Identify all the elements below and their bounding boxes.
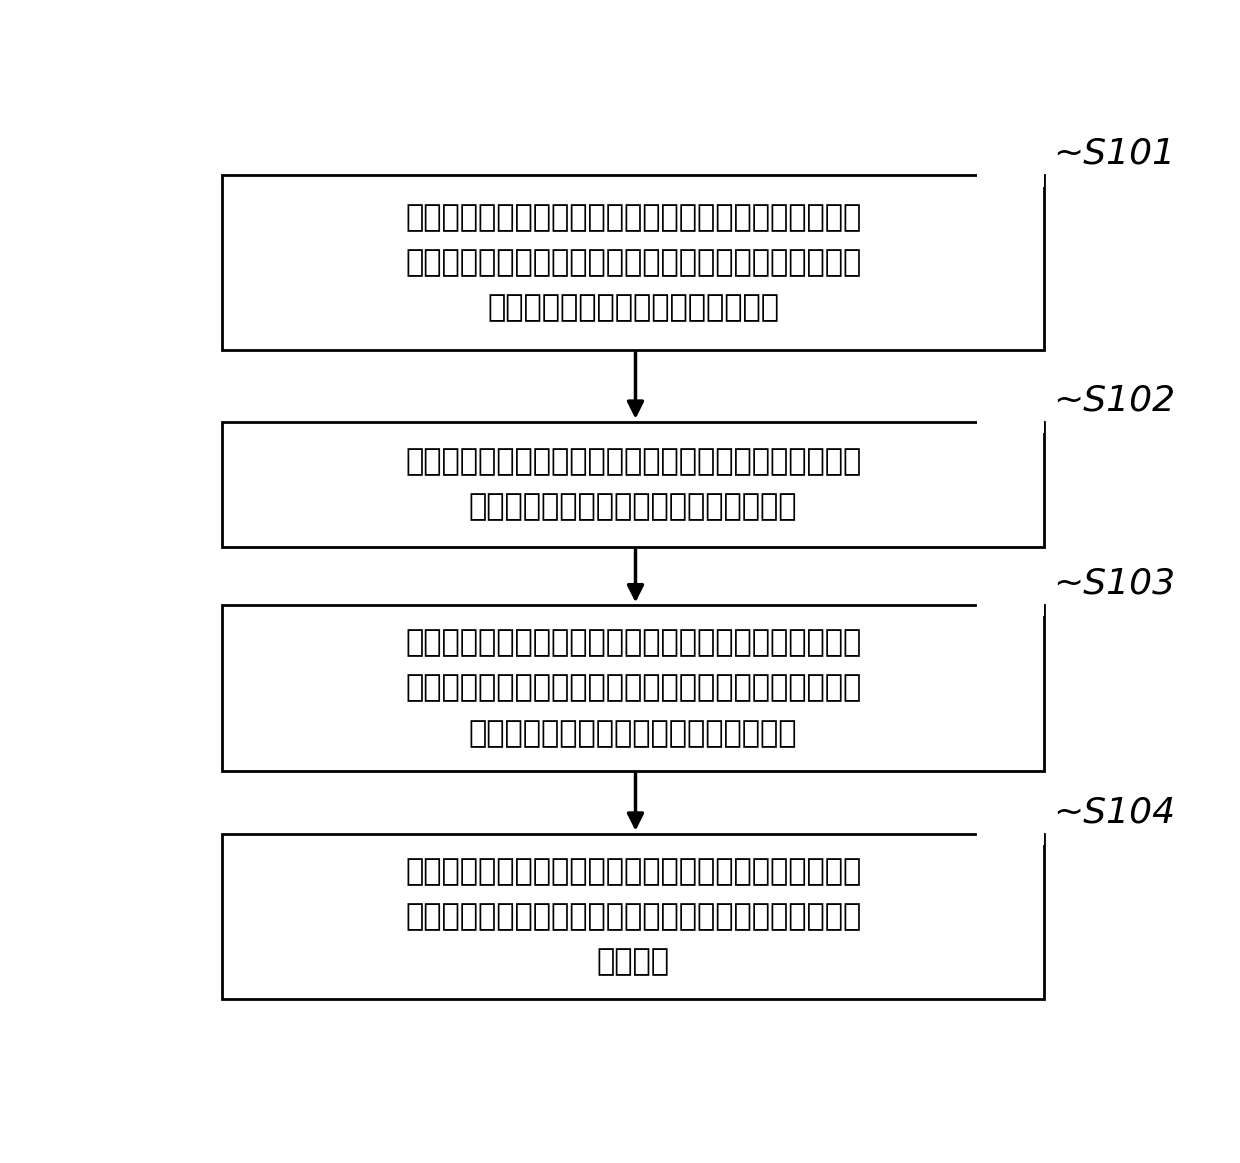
Bar: [222, 176, 1044, 350]
Bar: [977, 401, 1044, 433]
Text: ~S102: ~S102: [1054, 383, 1176, 418]
Bar: [977, 585, 1044, 616]
Text: 获取电力系统网络的线路信息，根据所述线路信息获取电
力系统网络中的各个节点的节点信息，并根据所述节点信
息计算电力系统网络的节点导纳矩阵: 获取电力系统网络的线路信息，根据所述线路信息获取电 力系统网络中的各个节点的节点…: [405, 204, 862, 322]
Text: ~S104: ~S104: [1054, 795, 1176, 829]
Bar: [222, 422, 1044, 547]
Text: ~S103: ~S103: [1054, 566, 1176, 601]
Bar: [222, 605, 1044, 771]
Text: ~S101: ~S101: [1054, 137, 1176, 171]
Text: 确定所述电力系统网络的线路中符合预设的约束条件的目
标线路，并获取各个目标线路的参数信息: 确定所述电力系统网络的线路中符合预设的约束条件的目 标线路，并获取各个目标线路的…: [405, 448, 862, 521]
Text: 在所述图形处理器的各个线程中，根据各个目标线路的参
数信息和所述节点导纳矩阵并行计算得到各个目标线路的
断线阻抗: 在所述图形处理器的各个线程中，根据各个目标线路的参 数信息和所述节点导纳矩阵并行…: [405, 857, 862, 976]
Bar: [222, 834, 1044, 999]
Text: 根据各个目标线路的参数信息和所述节点导纳矩阵生成各
个目标线路的断线阻抗计算任务，并将所述断线阻抗计算
任务分别映射到图形处理器的对应线程中: 根据各个目标线路的参数信息和所述节点导纳矩阵生成各 个目标线路的断线阻抗计算任务…: [405, 628, 862, 748]
Bar: [977, 155, 1044, 186]
Bar: [977, 813, 1044, 844]
